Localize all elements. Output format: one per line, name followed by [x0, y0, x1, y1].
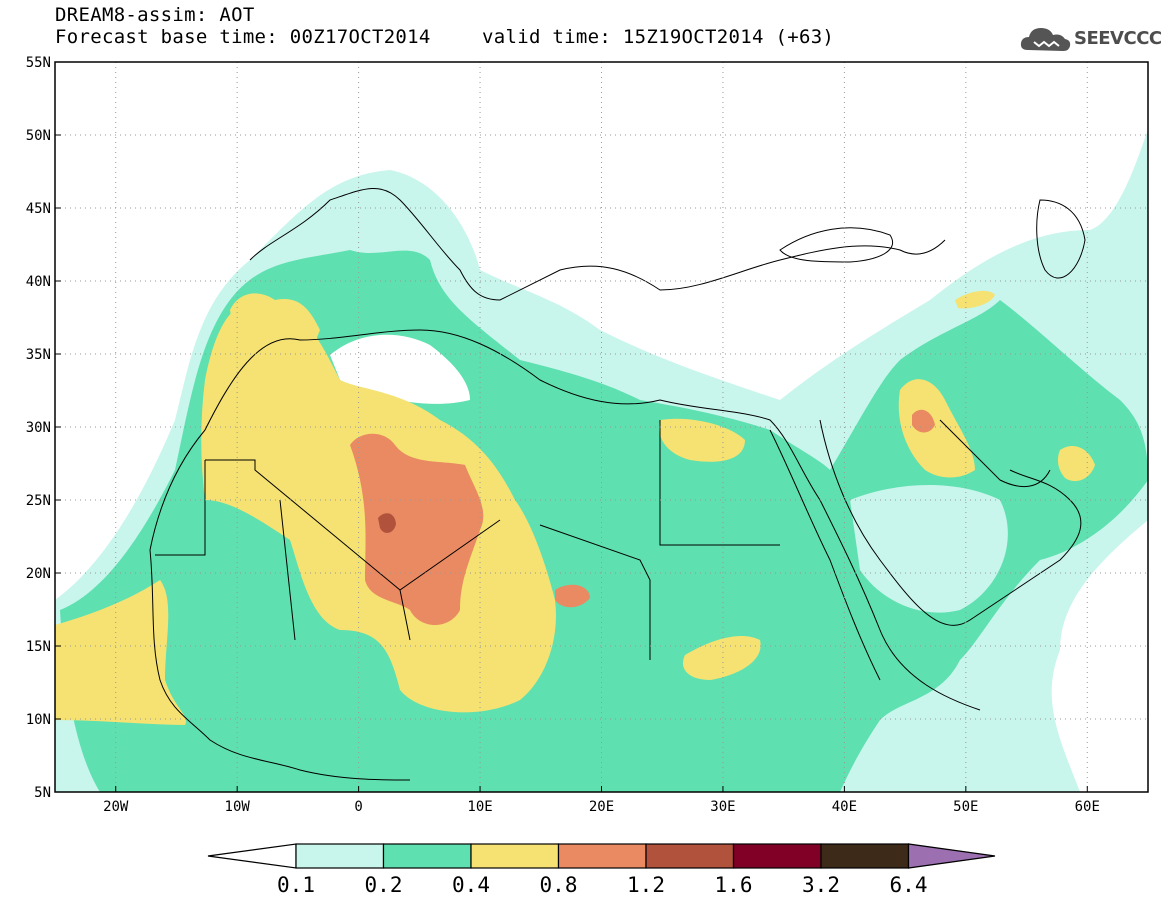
coast-caspian: [1036, 199, 1086, 279]
cloud-icon: [1020, 28, 1071, 51]
colorbar-swatch: [820, 843, 910, 869]
aot-gap-north-africa: [330, 334, 470, 404]
lon-label: 10W: [225, 799, 251, 815]
aot-band-yellow-portugal: [230, 293, 320, 420]
seevccc-logo: SEEVCCC: [1018, 22, 1162, 58]
colorbar-arrow-low: [207, 843, 297, 869]
aot-band-yellow-gulf: [1057, 445, 1095, 482]
lon-label: 30E: [710, 799, 735, 815]
lon-label: 50E: [953, 799, 978, 815]
aot-band-orange-chad: [555, 584, 590, 608]
map-frame: [54, 61, 1149, 793]
lat-label: 20N: [26, 566, 51, 582]
coast-west-africa: [149, 549, 411, 781]
colorbar-level-label: 0.2: [365, 873, 403, 897]
colorbar-level-label: 1.6: [715, 873, 753, 897]
valid-time: valid time: 15Z19OCT2014 (+63): [482, 26, 835, 48]
coast-red-sea: [769, 429, 881, 681]
lat-label: 30N: [26, 420, 51, 436]
aot-band-yellow-iraq: [898, 379, 975, 478]
lon-label: 20E: [589, 799, 614, 815]
aot-gap-arabia: [850, 485, 1008, 613]
aot-band-darkred: [378, 513, 396, 533]
aot-band-orange-iraq: [912, 409, 935, 433]
lat-label: 15N: [26, 639, 51, 655]
lat-label: 40N: [26, 274, 51, 290]
lat-label: 45N: [26, 201, 51, 217]
aot-band-orange-sahara: [350, 433, 484, 625]
lat-label: 25N: [26, 493, 51, 509]
coast-arabia: [819, 419, 1082, 626]
coast-persian-gulf: [939, 419, 1051, 488]
lat-label: 35N: [26, 347, 51, 363]
colorbar-level-label: 0.8: [540, 873, 578, 897]
aot-band-yellow-egypt: [659, 418, 745, 462]
colorbar-swatch: [382, 843, 472, 869]
colorbar-level-label: 0.1: [277, 873, 315, 897]
latitude-labels: 55N 50N 45N 40N 35N 30N 25N 20N 15N 10N 5N: [26, 55, 51, 801]
border-saharan-lines: [155, 420, 780, 660]
lon-label: 0: [354, 799, 362, 815]
colorbar-arrow-high: [907, 843, 996, 869]
colorbar-swatch: [295, 843, 385, 869]
colorbar-swatch: [732, 843, 822, 869]
grid: [55, 61, 1148, 793]
aot-band-yellow-sudan: [682, 635, 761, 680]
aot-field: [55, 130, 1148, 792]
coast-north-africa: [149, 329, 981, 711]
colorbar-swatch: [645, 843, 735, 869]
title-line1: DREAM8-assim: AOT: [55, 4, 255, 26]
lon-label: 40E: [832, 799, 857, 815]
forecast-base-time: Forecast base time: 00Z17OCT2014: [55, 26, 431, 48]
coast-europe: [249, 187, 946, 301]
colorbar-swatch: [470, 843, 560, 869]
colorbar-level-label: 1.2: [627, 873, 665, 897]
colorbar-level-label: 3.2: [802, 873, 840, 897]
colorbar-swatch: [557, 843, 647, 869]
lon-label: 60E: [1075, 799, 1100, 815]
logo-text: SEEVCCC: [1074, 28, 1162, 49]
aot-band-yellow-caspian: [955, 290, 995, 309]
coast-black-sea: [779, 227, 893, 263]
lat-label: 10N: [26, 712, 51, 728]
coastlines: [149, 187, 1086, 781]
lon-label: 20W: [103, 799, 129, 815]
colorbar-level-label: 0.4: [452, 873, 490, 897]
longitude-labels: 20W 10W 0 10E 20E 30E 40E 50E 60E: [103, 799, 1100, 815]
lon-label: 10E: [467, 799, 492, 815]
colorbar-level-label: 6.4: [890, 873, 928, 897]
lat-label: 50N: [26, 128, 51, 144]
lat-label: 5N: [34, 785, 51, 801]
colorbar: 0.1 0.2 0.4 0.8 1.2 1.6 3.2 6.4: [207, 843, 996, 897]
lat-label: 55N: [26, 55, 51, 71]
